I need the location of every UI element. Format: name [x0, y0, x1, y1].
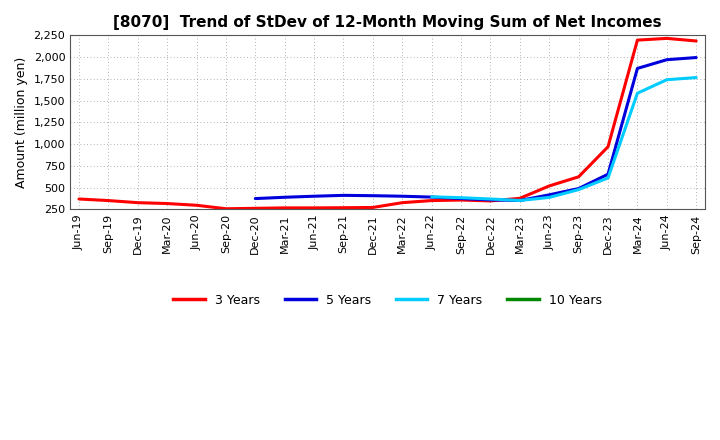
7 Years: [456, 195, 465, 200]
3 Years: [280, 205, 289, 210]
3 Years: [662, 36, 671, 41]
5 Years: [310, 194, 318, 199]
3 Years: [222, 206, 230, 211]
5 Years: [339, 193, 348, 198]
7 Years: [662, 77, 671, 82]
Legend: 3 Years, 5 Years, 7 Years, 10 Years: 3 Years, 5 Years, 7 Years, 10 Years: [168, 289, 607, 312]
3 Years: [575, 174, 583, 180]
7 Years: [603, 175, 612, 180]
3 Years: [369, 205, 377, 210]
3 Years: [192, 203, 201, 208]
5 Years: [251, 196, 260, 201]
7 Years: [633, 91, 642, 96]
5 Years: [516, 198, 524, 203]
5 Years: [575, 186, 583, 191]
5 Years: [633, 66, 642, 71]
5 Years: [369, 193, 377, 198]
3 Years: [310, 205, 318, 210]
5 Years: [692, 55, 701, 60]
7 Years: [575, 187, 583, 192]
7 Years: [692, 75, 701, 80]
3 Years: [486, 198, 495, 204]
5 Years: [545, 192, 554, 198]
7 Years: [486, 196, 495, 202]
5 Years: [398, 194, 407, 199]
7 Years: [428, 194, 436, 199]
3 Years: [516, 196, 524, 201]
5 Years: [603, 172, 612, 177]
3 Years: [339, 205, 348, 210]
Title: [8070]  Trend of StDev of 12-Month Moving Sum of Net Incomes: [8070] Trend of StDev of 12-Month Moving…: [113, 15, 662, 30]
5 Years: [486, 197, 495, 202]
3 Years: [163, 201, 171, 206]
Y-axis label: Amount (million yen): Amount (million yen): [15, 57, 28, 188]
5 Years: [280, 194, 289, 200]
5 Years: [662, 57, 671, 62]
3 Years: [633, 37, 642, 43]
3 Years: [545, 183, 554, 189]
7 Years: [545, 195, 554, 200]
3 Years: [603, 144, 612, 150]
3 Years: [398, 200, 407, 205]
3 Years: [692, 38, 701, 44]
3 Years: [75, 196, 84, 202]
Line: 5 Years: 5 Years: [256, 58, 696, 201]
3 Years: [456, 198, 465, 203]
Line: 7 Years: 7 Years: [432, 77, 696, 201]
3 Years: [428, 198, 436, 203]
Line: 3 Years: 3 Years: [79, 38, 696, 209]
3 Years: [133, 200, 142, 205]
3 Years: [251, 205, 260, 211]
5 Years: [456, 196, 465, 201]
7 Years: [516, 198, 524, 203]
3 Years: [104, 198, 113, 203]
5 Years: [428, 194, 436, 200]
